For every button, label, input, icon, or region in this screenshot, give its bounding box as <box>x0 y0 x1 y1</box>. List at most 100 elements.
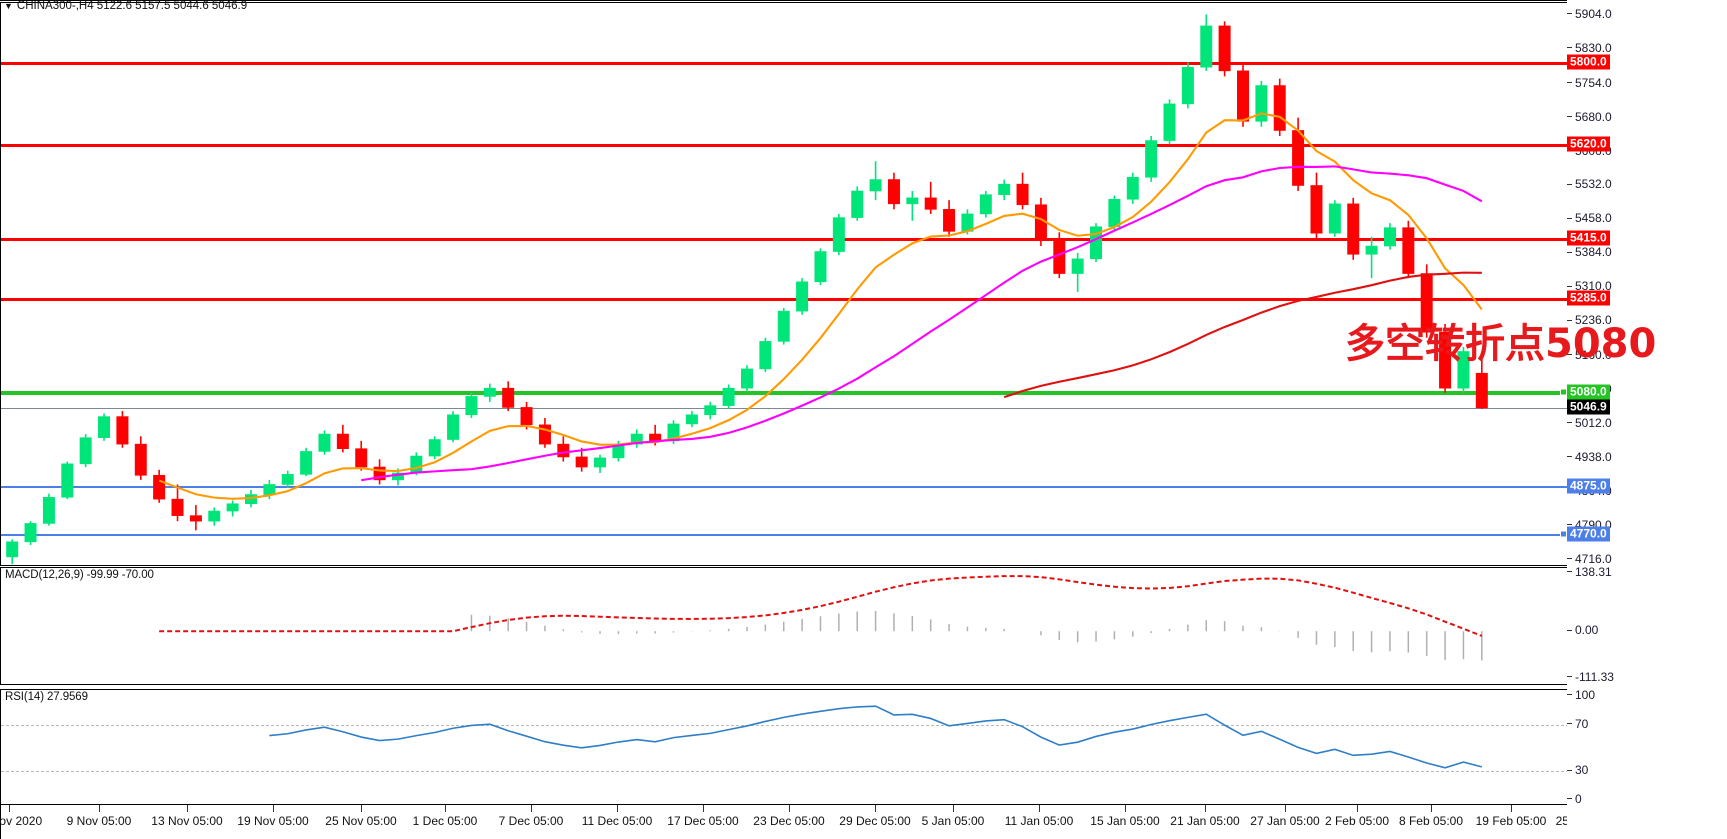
macd-tick: 0.00 <box>1567 623 1598 637</box>
date-label: 2 Feb 05:00 <box>1324 814 1390 828</box>
date-tick-mark <box>187 805 188 812</box>
date-label: 13 Nov 05:00 <box>151 814 223 828</box>
date-label: 5 Jan 05:00 <box>921 814 985 828</box>
price-tick: 4938.0 <box>1567 450 1612 464</box>
rsi-line <box>269 705 1483 769</box>
date-tick-mark <box>1205 805 1206 812</box>
date-label: 27 Jan 05:00 <box>1250 814 1320 828</box>
resistance-line-5620.0[interactable] <box>1 144 1569 148</box>
date-tick-mark <box>1039 805 1040 812</box>
rsi-tick: 70 <box>1567 717 1588 731</box>
date-tick-mark <box>953 805 954 812</box>
date-label: 11 Jan 05:00 <box>1004 814 1074 828</box>
rsi-label: RSI(14) 27.9569 <box>5 691 88 703</box>
ma-slow-line <box>1003 271 1482 399</box>
price-tick: 5904.0 <box>1567 7 1612 21</box>
date-tick-mark <box>1125 805 1126 812</box>
date-tick-mark <box>1285 805 1286 812</box>
top-border <box>0 0 1570 1</box>
date-tick-mark <box>1431 805 1432 812</box>
date-label: 15 Jan 05:00 <box>1090 814 1160 828</box>
price-tick: 5458.0 <box>1567 211 1612 225</box>
price-badge-5415.0[interactable]: 5415.0 <box>1567 230 1610 246</box>
date-label: 21 Jan 05:00 <box>1170 814 1240 828</box>
price-badge-4770.0[interactable]: 4770.0 <box>1567 526 1610 542</box>
date-tick-mark <box>445 805 446 812</box>
ma-mid-line <box>361 165 1483 482</box>
macd-series-svg <box>159 575 1483 661</box>
date-label: 19 Nov 05:00 <box>237 814 309 828</box>
date-label: 3 Nov 2020 <box>0 814 43 828</box>
date-tick-mark <box>703 805 704 812</box>
price-chart-panel[interactable] <box>0 2 1570 566</box>
date-tick-mark <box>531 805 532 812</box>
date-label: 25 Nov 05:00 <box>325 814 397 828</box>
rsi-tick: 30 <box>1567 763 1588 777</box>
date-tick-mark <box>875 805 876 812</box>
date-tick-mark <box>99 805 100 812</box>
date-label: 29 Dec 05:00 <box>839 814 911 828</box>
date-label: 8 Feb 05:00 <box>1398 814 1464 828</box>
support-line-4770.0[interactable] <box>1 533 1569 536</box>
macd-signal-line <box>159 575 1483 637</box>
date-label: 1 Dec 05:00 <box>412 814 478 828</box>
symbol-header: ▼ CHINA300-,H4 5122.6 5157.5 5044.6 5046.… <box>0 0 247 14</box>
rsi-tick: 0 <box>1567 792 1582 806</box>
date-label: 17 Dec 05:00 <box>667 814 739 828</box>
level-drag-handle[interactable] <box>1560 530 1567 538</box>
date-tick-mark <box>9 805 10 812</box>
price-badge-5800.0[interactable]: 5800.0 <box>1567 54 1610 70</box>
price-tick: 5012.0 <box>1567 416 1612 430</box>
symbol-quote-text: CHINA300-,H4 5122.6 5157.5 5044.6 5046.9 <box>16 0 248 12</box>
support-line-4875.0[interactable] <box>1 485 1569 488</box>
macd-histogram <box>470 610 1483 661</box>
price-badge-5620.0[interactable]: 5620.0 <box>1567 136 1610 152</box>
price-tick: 5384.0 <box>1567 245 1612 259</box>
chart-annotation: 多空转折点5080 <box>1345 320 1657 367</box>
price-scale[interactable]: 5904.05830.05754.05680.05606.05532.05458… <box>1560 0 1727 839</box>
resistance-line-5285.0[interactable] <box>1 297 1569 301</box>
date-tick-mark <box>617 805 618 812</box>
date-tick-mark <box>273 805 274 812</box>
price-badge-5285.0[interactable]: 5285.0 <box>1567 290 1610 306</box>
ma-fast-line <box>158 112 1483 500</box>
price-badge-5080.0[interactable]: 5080.0 <box>1567 384 1610 400</box>
level-drag-handle[interactable] <box>1560 388 1567 396</box>
macd-tick: 138.31 <box>1567 565 1612 579</box>
price-tick: 5160.0 <box>1567 348 1612 362</box>
price-tick: 5236.0 <box>1567 313 1612 327</box>
macd-tick: -111.33 <box>1567 670 1614 684</box>
date-label: 7 Dec 05:00 <box>498 814 564 828</box>
price-tick: 5754.0 <box>1567 76 1612 90</box>
price-tick: 5680.0 <box>1567 110 1612 124</box>
date-label: 11 Dec 05:00 <box>581 814 653 828</box>
date-label: 9 Nov 05:00 <box>66 814 132 828</box>
pivot-line-5080.0[interactable] <box>1 390 1569 395</box>
date-tick-mark <box>361 805 362 812</box>
rsi-tick: 100 <box>1567 688 1595 702</box>
price-tick: 5830.0 <box>1567 41 1612 55</box>
rsi-series-svg <box>269 705 1483 769</box>
date-tick-mark <box>789 805 790 812</box>
resistance-line-5415.0[interactable] <box>1 238 1569 242</box>
date-label: 19 Feb 05:00 <box>1475 814 1547 828</box>
macd-panel[interactable]: MACD(12,26,9) -99.99 -70.00 <box>0 567 1570 685</box>
price-tick: 5310.0 <box>1567 279 1612 293</box>
price-badge-5046.9[interactable]: 5046.9 <box>1567 399 1610 415</box>
rsi-panel[interactable]: RSI(14) 27.9569 <box>0 689 1570 805</box>
date-tick-mark <box>1511 805 1512 812</box>
rsi-gridline-30 <box>1 771 1569 773</box>
macd-label: MACD(12,26,9) -99.99 -70.00 <box>5 569 154 581</box>
last-price-line <box>1 407 1569 409</box>
date-axis[interactable]: 3 Nov 2020 9 Nov 05:00 13 Nov 05:00 19 Nov … <box>0 805 1697 839</box>
candlestick-series <box>6 14 1488 565</box>
price-series-svg <box>6 14 1488 565</box>
resistance-line-5800.0[interactable] <box>1 61 1569 65</box>
chevron-down-icon[interactable]: ▼ <box>4 1 13 11</box>
rsi-gridline-70 <box>1 724 1569 726</box>
price-tick: 5532.0 <box>1567 177 1612 191</box>
date-tick-mark <box>1357 805 1358 812</box>
price-badge-4875.0[interactable]: 4875.0 <box>1567 478 1610 494</box>
date-label: 23 Dec 05:00 <box>753 814 825 828</box>
